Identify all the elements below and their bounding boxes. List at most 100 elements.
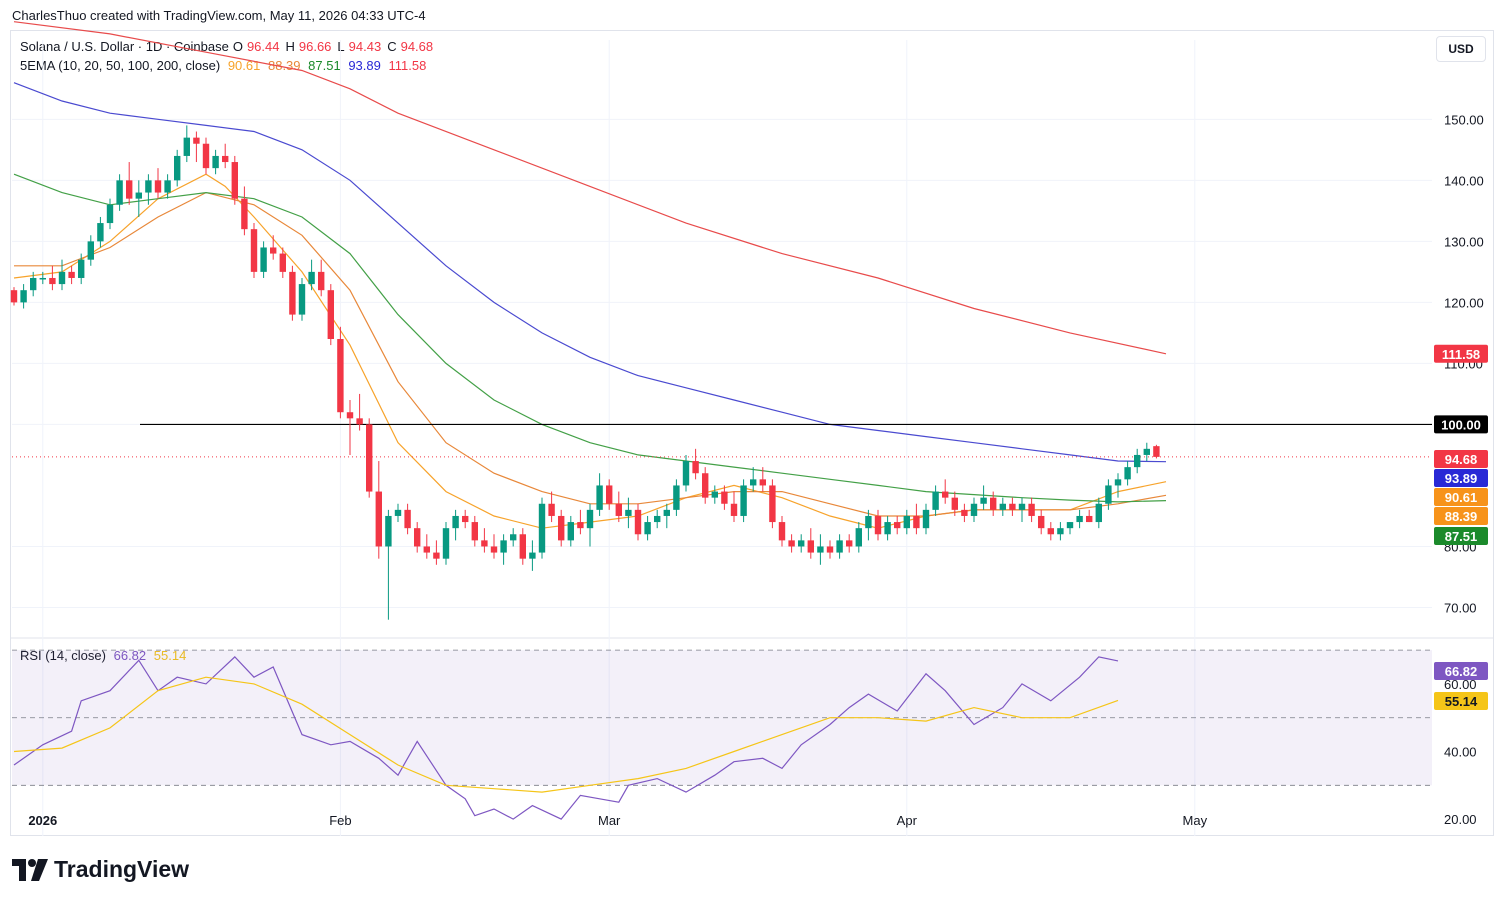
rsi-tick-label: 60.00 [1444,677,1477,692]
candle-body [270,247,277,254]
ema100-value: 93.89 [348,58,381,73]
candle-body [625,509,632,516]
candle-body [289,271,296,315]
candle-body [778,522,786,541]
candle-body [30,277,37,291]
rsi-label[interactable]: RSI (14, close) [20,648,106,663]
rsi-ma-line [13,676,1119,793]
candle-body [577,522,584,529]
price-tick-label: 150.00 [1444,112,1484,127]
candle-body [308,271,315,285]
ema50-value: 87.51 [308,58,341,73]
price-badge [1434,507,1488,525]
candle-body [721,491,728,504]
rsi-line [13,656,1119,820]
candle-body [375,491,382,547]
candle-body [145,180,152,193]
candle-body [471,522,478,541]
candle-body [884,522,891,535]
candle-body [942,491,949,498]
candle-body [394,509,402,516]
price-badge [1434,488,1488,506]
candle-body [874,515,882,535]
candle-body [250,229,258,272]
candle-body [164,180,171,193]
ema10-value: 90.61 [227,58,261,73]
candle-body [366,424,373,492]
candle-body [990,497,997,510]
candle-body [846,540,853,547]
open-value: 96.44 [246,39,280,54]
ema-label[interactable]: 5EMA (10, 20, 50, 100, 200, close) [20,58,221,73]
candle-body [644,522,651,535]
candle-body [596,485,603,510]
candle-body [154,180,162,193]
candle-body [558,515,565,541]
price-badge-label: 90.61 [1445,490,1478,505]
candle-body [222,155,229,163]
candle-body [548,503,555,516]
time-tick-label: Apr [897,813,918,828]
rsi-tick-label: 40.00 [1444,745,1477,760]
ema-line-ema10 [13,173,1167,529]
candle-body [490,546,498,553]
candle-body [135,192,142,199]
candle-body [49,277,56,285]
rsi-badge-label: 66.82 [1445,664,1478,679]
candle-body [932,491,939,510]
candle-body [1018,503,1026,510]
price-tick-label: 140.00 [1444,173,1484,188]
price-badge-label: 100.00 [1441,417,1481,432]
candle-body [586,509,594,529]
rsi-badge [1434,662,1488,680]
candle-body [500,540,507,553]
price-badge-label: 88.39 [1445,509,1478,524]
ema-line-ema100 [13,82,1167,463]
candle-body [807,540,814,553]
candle-body [567,522,574,541]
currency-button[interactable]: USD [1436,36,1486,62]
candle-body [116,180,123,205]
rsi-badge [1434,692,1488,710]
candle-body [1095,503,1102,523]
candle-body [529,552,536,559]
candle-body [442,528,450,559]
candle-body [519,534,526,559]
candle-body [174,155,181,181]
candle-body [97,223,104,242]
candle-body [750,479,757,486]
ema200-value: 111.58 [388,58,427,73]
candle-body [462,515,469,523]
tradingview-logo[interactable]: TradingView [12,856,189,883]
price-badge-label: 93.89 [1445,471,1478,486]
time-tick-label: Feb [329,813,351,828]
candle-body [682,461,690,486]
candle-body [606,485,613,504]
candle-body [404,509,411,529]
candle-body [692,461,699,474]
candle-body [423,546,430,553]
ema-line-ema50 [13,173,1167,503]
candle-body [865,515,872,529]
candle-body [663,509,670,516]
candle-body [759,479,766,486]
ema-line-ema200 [13,21,1167,355]
rsi-value: 66.82 [113,648,147,663]
rsi-badge-label: 55.14 [1445,694,1478,709]
candle-body [356,418,363,425]
candle-body [1028,503,1035,516]
candle-body [769,485,776,523]
candle-body [951,497,958,510]
price-tick-label: 120.00 [1444,295,1484,310]
candle-body [126,180,133,199]
candle-body [836,540,843,553]
candle-body [654,515,661,523]
symbol-label[interactable]: Solana / U.S. Dollar · 1D · Coinbase [20,39,229,54]
close-value: 94.68 [400,39,434,54]
price-tick-label: 70.00 [1444,600,1477,615]
candle-body [961,509,968,516]
candle-body [481,540,488,547]
candle-body [1076,515,1083,523]
candle-body [1086,515,1093,523]
